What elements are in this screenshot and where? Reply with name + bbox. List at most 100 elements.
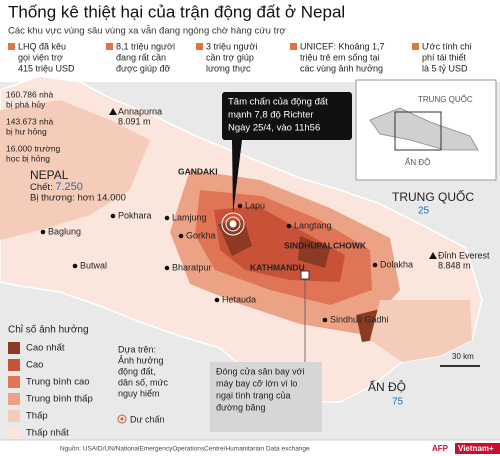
place-marker: [178, 233, 184, 239]
place-name: KATHMANDU: [250, 262, 305, 272]
region: [0, 100, 150, 240]
logo-box: [430, 443, 452, 454]
place-name: Đỉnh Everest: [438, 250, 490, 260]
legend-swatch: [8, 427, 20, 439]
place-name: Pokhara: [118, 210, 152, 220]
place-name: Baglung: [48, 226, 81, 236]
legend-swatch: [8, 342, 20, 354]
epicenter-text: mạnh 7,8 độ Richter: [228, 110, 314, 121]
place-marker: [372, 262, 378, 268]
stat-text: phí tái thiết: [422, 52, 467, 62]
airport-marker: [300, 270, 310, 280]
stat-text: LHQ đã kêu: [18, 41, 66, 51]
legend-label: Thấp nhất: [26, 428, 69, 439]
place-marker: [110, 213, 116, 219]
inset-label: TRUNG QUỐC: [418, 94, 473, 104]
region: [370, 300, 472, 362]
airport-text: Đóng cửa sân bay với: [216, 366, 304, 376]
deaths: Chết: 7.250: [30, 181, 83, 193]
damage-text: bị phá hủy: [6, 99, 46, 109]
inset-nepal: [369, 107, 479, 151]
legend-basis: dân số, mức: [118, 377, 169, 387]
aftershock-symbol: [120, 417, 124, 421]
stat-text: 415 triệu USD: [18, 63, 75, 73]
stat-text: các vùng ảnh hưởng: [300, 63, 383, 73]
place-marker: [286, 223, 292, 229]
stat-text: 3 triệu người: [206, 41, 257, 51]
stat-text: Ước tính chi: [422, 41, 472, 51]
stat-bullet: [106, 43, 113, 50]
stat-text: gọi viện trợ: [18, 52, 63, 62]
country-name: NEPAL: [30, 168, 69, 182]
airport-text: đường băng: [216, 402, 265, 412]
legend-swatch: [8, 359, 20, 371]
place-name: Gorkha: [186, 230, 216, 240]
stat-bullet: [196, 43, 203, 50]
stat-text: lương thực: [206, 63, 251, 73]
legend-basis: động đất,: [118, 366, 156, 376]
airport-text: ngại tình trạng của: [216, 390, 291, 400]
place-name: Hetauda: [222, 294, 256, 304]
scale-label: 30 km: [452, 352, 474, 361]
airport-text: máy bay cỡ lớn vì lo: [216, 378, 297, 388]
epicenter-text: Ngày 25/4, vào 11h56: [228, 123, 320, 134]
damage-text: 143.673 nhà: [6, 116, 54, 126]
place-name: Dolakha: [380, 259, 413, 269]
logo: AFP: [432, 444, 449, 453]
legend-label: Thấp: [26, 411, 48, 422]
peak-marker: [109, 108, 117, 115]
source: Nguồn: USAID/UN/NationalEmergencyOperati…: [60, 444, 310, 453]
stat-bullet: [8, 43, 15, 50]
legend-swatch: [8, 376, 20, 388]
legend-basis: nguy hiểm: [118, 388, 160, 398]
place-name: GANDAKI: [178, 166, 218, 176]
airport-callout: [210, 362, 322, 432]
place-name: Bharatpur: [172, 262, 212, 272]
logo-box: [455, 443, 500, 454]
place-name: Lamjung: [172, 212, 207, 222]
place-marker: [322, 317, 328, 323]
legend-label: Trung bình thấp: [26, 394, 93, 405]
place-marker: [40, 229, 46, 235]
place-name: SINDHUPALCHOWK: [284, 240, 367, 250]
country-number: 75: [392, 397, 404, 408]
damage-text: 160.786 nhà: [6, 89, 54, 99]
legend-basis: Ảnh hưởng: [118, 354, 163, 365]
stat-text: triệu trẻ em sống tại: [300, 52, 380, 62]
legend-label: Cao: [26, 360, 43, 371]
title: Thống kê thiệt hại của trận động đất ở N…: [8, 2, 345, 21]
damage-text: học bị hỏng: [6, 153, 50, 163]
place-name: 8.091 m: [118, 116, 151, 126]
region-highest: [218, 220, 388, 342]
legend-basis: Dựa trên:: [118, 344, 156, 354]
stat-text: được giúp đỡ: [116, 63, 170, 73]
stat-bullet: [412, 43, 419, 50]
country-name: ẤN ĐỘ: [368, 379, 406, 394]
place-marker: [164, 215, 170, 221]
stat-text: đang rất cần: [116, 52, 166, 62]
place-name: Butwal: [80, 260, 107, 270]
stat-text: UNICEF: Khoảng 1,7: [300, 41, 385, 51]
callout-pointer: [232, 140, 242, 214]
place-marker: [214, 297, 220, 303]
place-name: 8.848 m: [438, 260, 471, 270]
place-marker: [164, 265, 170, 271]
stat-text: cần trợ giúp: [206, 52, 254, 62]
place-name: Annapurna: [118, 106, 162, 116]
stat-bullet: [290, 43, 297, 50]
logo: Vietnam+: [458, 444, 494, 453]
place-name: Sindhuli Gadhi: [330, 314, 389, 324]
legend-swatch: [8, 393, 20, 405]
legend-label: Trung bình cao: [26, 377, 90, 388]
country-number: 25: [418, 206, 430, 217]
damage-text: 16.000 trường: [6, 143, 61, 153]
legend-swatch: [8, 410, 20, 422]
legend-label: Cao nhất: [26, 343, 65, 354]
place-name: Lapu: [245, 200, 265, 210]
subtitle: Các khu vực vùng sâu vùng xa vẫn đang ng…: [8, 26, 286, 37]
place-name: Langtang: [294, 220, 332, 230]
deaths-label: Chết:: [30, 182, 55, 193]
epicenter-callout: [222, 92, 352, 140]
inset-label: ẤN ĐỘ: [405, 157, 430, 167]
